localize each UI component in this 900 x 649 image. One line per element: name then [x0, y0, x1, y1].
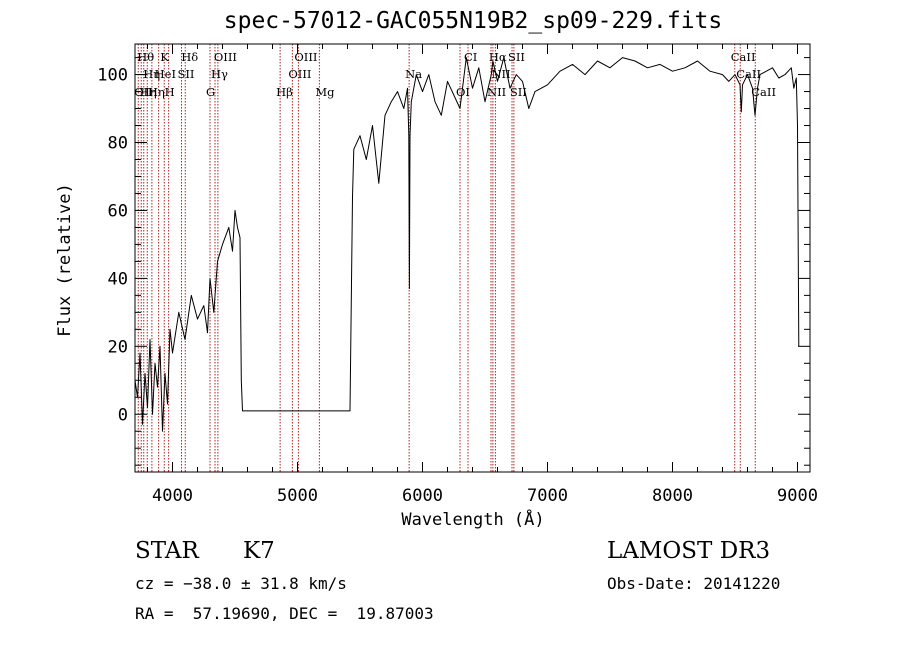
spectral-line-markers [137, 44, 756, 472]
line-label-24: SII [510, 85, 527, 99]
line-label-6: K [160, 50, 169, 64]
series-layer [134, 57, 800, 432]
line-label-2: Hη [140, 85, 157, 99]
x-tick-label-7000: 7000 [527, 486, 568, 506]
line-label-23: SII [508, 50, 525, 64]
object-subclass: K7 [243, 538, 275, 564]
line-label-17: Na [405, 67, 422, 81]
line-label-1: Hθ [137, 50, 154, 64]
spectral-line-labels: OIIHθHηHηHηHeIKHSIIHδGHγOIIIHβOIIIOIIIMg… [134, 50, 776, 99]
x-tick-label-6000: 6000 [402, 486, 443, 506]
line-label-20: NII [487, 85, 506, 99]
y-tick-label-20: 20 [108, 337, 128, 357]
y-tick-label-0: 0 [118, 405, 128, 425]
obs-date: Obs-Date: 20141220 [607, 574, 781, 593]
x-tick-label-4000: 4000 [152, 486, 193, 506]
survey-name: LAMOST DR3 [607, 538, 771, 564]
line-label-18: OI [456, 85, 470, 99]
line-label-26: CaII [736, 67, 761, 81]
x-tick-label-5000: 5000 [277, 486, 318, 506]
line-label-0: OII [134, 85, 153, 99]
object-class: STAR [135, 538, 199, 564]
y-tick-label-80: 80 [108, 134, 128, 154]
line-label-12: OIII [214, 50, 237, 64]
ra-dec: RA = 57.19690, DEC = 19.87003 [135, 604, 434, 623]
line-label-3: Hη [143, 67, 160, 81]
chart-title: spec-57012-GAC055N19B2_sp09-229.fits [223, 8, 723, 34]
line-label-21: Hα [489, 50, 507, 64]
line-label-10: G [206, 85, 215, 99]
plot-frame [134, 43, 811, 473]
axes [134, 43, 811, 473]
redshift-cz: cz = −38.0 ± 31.8 km/s [135, 574, 347, 593]
line-label-15: OIII [294, 50, 317, 64]
line-label-13: Hβ [276, 85, 293, 99]
line-label-8: SII [178, 67, 195, 81]
line-label-25: CaII [731, 50, 756, 64]
y-tick-label-40: 40 [108, 269, 128, 289]
series-line-0 [134, 57, 800, 432]
y-tick-label-100: 100 [97, 66, 128, 86]
line-label-27: CaII [751, 85, 776, 99]
line-label-7: H [165, 85, 175, 99]
line-label-11: Hγ [211, 67, 228, 81]
line-label-16: Mg [315, 85, 335, 99]
line-label-14: OIII [288, 67, 311, 81]
axis-ticks: 4000 5000 6000 7000 8000 9000 0 20 40 60 80 100 [97, 44, 818, 506]
y-tick-label-60: 60 [108, 201, 128, 221]
line-label-9: Hδ [181, 50, 198, 64]
line-label-4: Hη [148, 85, 165, 99]
y-axis-label: Flux (relative) [55, 183, 75, 337]
x-axis-label: Wavelength (Å) [401, 510, 545, 530]
x-tick-label-9000: 9000 [777, 486, 818, 506]
x-tick-label-8000: 8000 [652, 486, 693, 506]
line-label-5: HeI [155, 67, 176, 81]
